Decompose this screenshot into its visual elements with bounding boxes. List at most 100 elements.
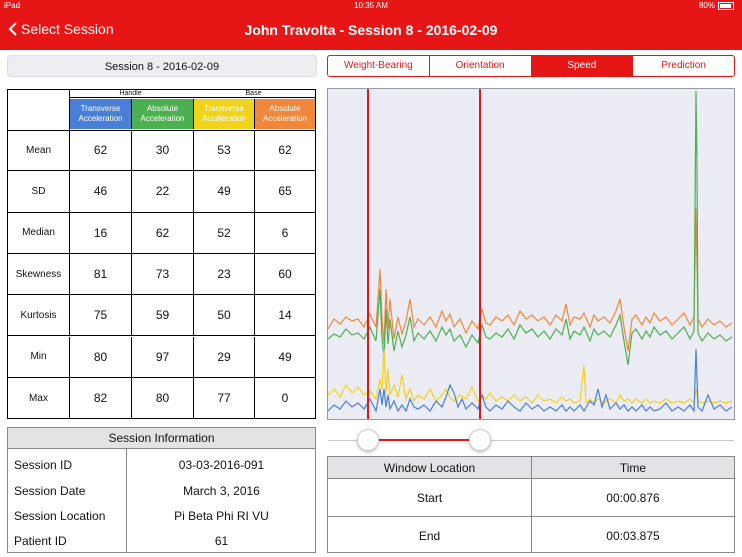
battery-icon [718, 2, 734, 10]
row-label: Min [30, 351, 47, 363]
column-header: Absolute Acceleration [131, 99, 193, 129]
info-value: Pi Beta Phi RI VU [174, 509, 269, 523]
info-key: Patient ID [14, 534, 67, 548]
table-cell: 82 [69, 377, 131, 420]
table-cell: 14 [254, 295, 315, 336]
table-cell: 49 [254, 336, 315, 377]
info-row: Session ID 03-03-2016-091 [8, 452, 315, 477]
info-row: Session Date March 3, 2016 [8, 478, 315, 503]
group-divider [69, 97, 315, 98]
info-value: 61 [214, 534, 229, 548]
window-slider-range [368, 439, 480, 441]
table-cell: 6 [254, 212, 315, 253]
page-title: John Travolta - Session 8 - 2016-02-09 [244, 22, 498, 38]
table-cell: 59 [131, 295, 193, 336]
table-cell: 0 [254, 377, 315, 420]
tab-orientation[interactable]: Orientation [428, 56, 531, 76]
table-cell: 60 [254, 253, 315, 295]
session-information-panel: Session Information Session ID 03-03-201… [7, 427, 316, 553]
table-row: Min 80 97 29 49 [8, 336, 315, 378]
table-cell: 75 [69, 295, 131, 336]
table-cell: 23 [193, 253, 254, 295]
group-label-handle: Handle [119, 90, 142, 97]
table-cell: 46 [69, 171, 131, 212]
window-row-end: End 00:03.875 [328, 517, 734, 554]
table-cell: 49 [193, 171, 254, 212]
battery-indicator: 80% [699, 0, 734, 12]
row-label: Max [29, 392, 48, 404]
table-corner [8, 90, 70, 130]
status-bar: iPad 10:35 AM 80% [0, 0, 742, 12]
info-key: Session ID [14, 458, 73, 472]
chevron-left-icon [8, 22, 17, 36]
column-header: Transverse Acceleration [193, 99, 254, 129]
table-cell: 97 [131, 336, 193, 377]
info-row: Patient ID 61 [8, 528, 315, 553]
info-value: March 3, 2016 [183, 484, 260, 498]
column-header-window-location: Window Location [383, 461, 476, 475]
table-row: Max 82 80 77 0 [8, 377, 315, 420]
table-cell: 73 [131, 253, 193, 295]
table-cell: 62 [254, 130, 315, 171]
row-label: Mean [25, 144, 51, 156]
session-information-title: Session Information [8, 428, 315, 449]
table-row: Mean 62 30 53 62 [8, 130, 315, 172]
series-line-yellow [328, 348, 733, 405]
table-cell: 65 [254, 171, 315, 212]
speed-graph-plot [328, 89, 733, 419]
back-button[interactable]: Select Session [8, 21, 114, 37]
row-label: Skewness [15, 268, 62, 280]
table-cell: 52 [193, 212, 254, 253]
window-row-time: 00:03.875 [606, 529, 660, 543]
info-value: 03-03-2016-091 [178, 458, 265, 472]
table-row: Skewness 81 73 23 60 [8, 253, 315, 296]
tab-speed[interactable]: Speed [530, 56, 633, 76]
tab-bar: Weight-Bearing Orientation Speed Predict… [327, 55, 735, 77]
table-row: Median 16 62 52 6 [8, 212, 315, 254]
window-row-label: Start [416, 491, 443, 505]
info-key: Session Date [14, 484, 86, 498]
table-row: Kurtosis 75 59 50 14 [8, 295, 315, 337]
statistics-table-header: Handle Base Transverse Acceleration Abso… [8, 90, 315, 131]
window-row-start: Start 00:00.876 [328, 479, 734, 517]
group-label-base: Base [245, 90, 262, 97]
table-cell: 29 [193, 336, 254, 377]
column-header: Absolute Acceleration [254, 99, 315, 129]
battery-percent: 80% [698, 1, 715, 10]
column-header: Transverse Acceleration [69, 99, 131, 129]
table-row: SD 46 22 49 65 [8, 171, 315, 213]
column-header-time: Time [619, 461, 647, 475]
back-button-label: Select Session [21, 21, 114, 37]
statistics-table: Handle Base Transverse Acceleration Abso… [7, 89, 316, 420]
info-key: Session Location [14, 509, 106, 523]
session-selector[interactable]: Session 8 - 2016-02-09 [7, 55, 317, 77]
row-label: Median [22, 227, 55, 239]
row-label: Kurtosis [20, 309, 57, 321]
table-cell: 80 [69, 336, 131, 377]
column-divider [531, 457, 532, 552]
window-start-slider-thumb[interactable] [357, 429, 379, 451]
device-label: iPad [4, 1, 21, 10]
window-row-time: 00:00.876 [606, 491, 660, 505]
window-location-table: Window Location Time Start 00:00.876 End… [327, 456, 735, 553]
window-row-label: End [418, 529, 441, 543]
table-cell: 53 [193, 130, 254, 171]
tab-weight-bearing[interactable]: Weight-Bearing [344, 60, 413, 71]
row-label: SD [31, 185, 46, 197]
series-line-blue [328, 348, 733, 413]
window-end-slider-thumb[interactable] [469, 429, 491, 451]
table-cell: 62 [131, 212, 193, 253]
table-cell: 81 [69, 253, 131, 295]
column-divider [126, 448, 127, 552]
table-cell: 50 [193, 295, 254, 336]
table-cell: 16 [69, 212, 131, 253]
navigation-bar: Select Session John Travolta - Session 8… [0, 12, 742, 50]
table-cell: 80 [131, 377, 193, 420]
series-line-green [328, 90, 733, 366]
table-cell: 77 [193, 377, 254, 420]
tab-prediction[interactable]: Prediction [632, 56, 734, 76]
speed-graph[interactable] [327, 88, 735, 420]
window-slider-track[interactable] [328, 440, 734, 441]
table-cell: 22 [131, 171, 193, 212]
series-line-orange [328, 208, 733, 352]
